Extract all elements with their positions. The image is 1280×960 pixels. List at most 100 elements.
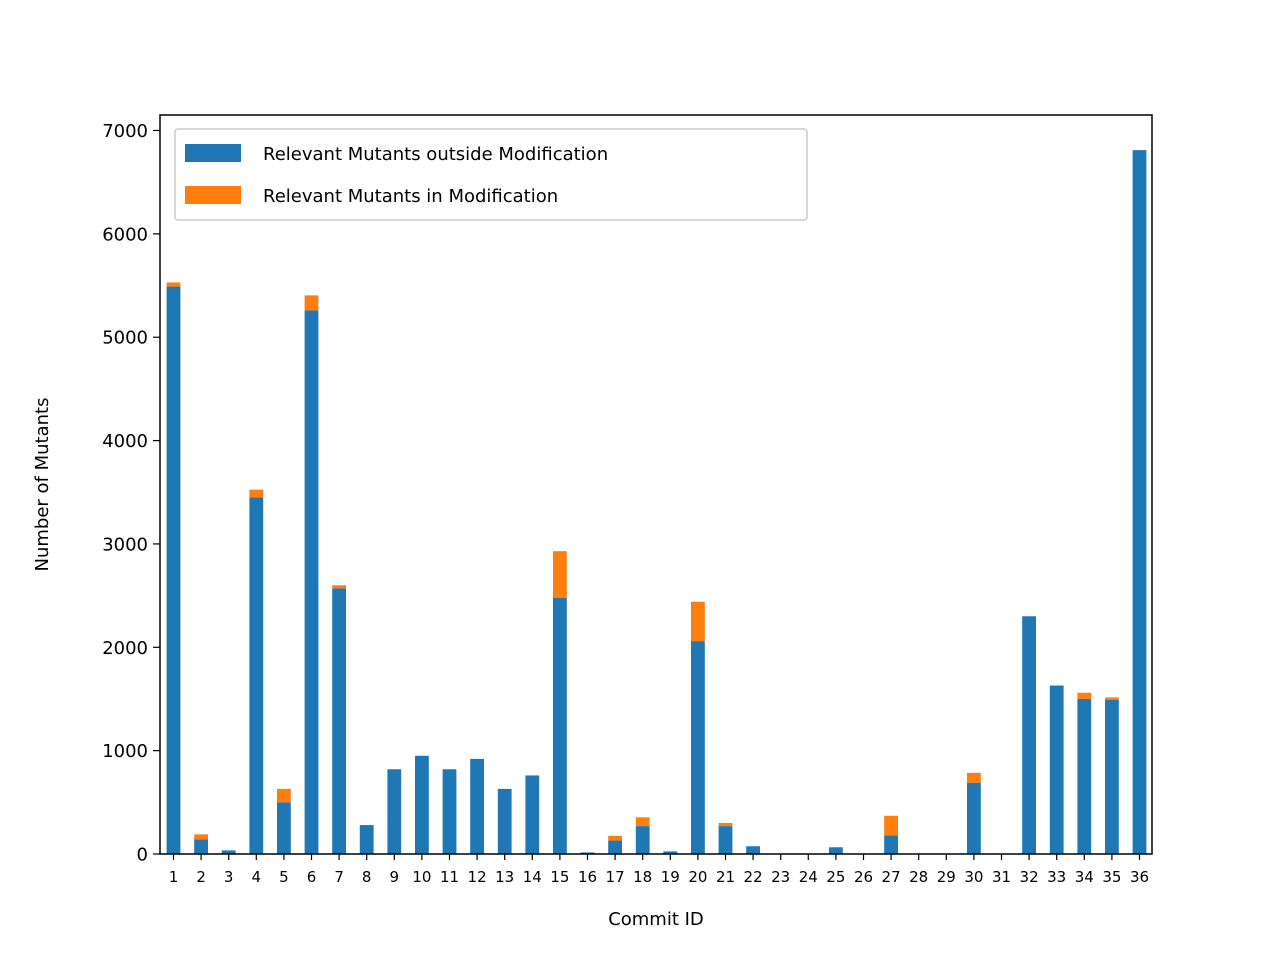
bar-15-series-0: [553, 597, 567, 854]
bar-34-series-0: [1077, 698, 1092, 854]
bar-27-series-1: [884, 815, 898, 836]
bar-7-series-1: [332, 585, 346, 589]
bar-35-series-1: [1105, 697, 1119, 700]
x-tick-label-12: 12: [468, 868, 487, 886]
bar-11-series-0: [442, 769, 457, 854]
bar-2-series-1: [194, 834, 208, 840]
bar-2-series-0: [194, 839, 208, 854]
x-tick-label-23: 23: [771, 868, 790, 886]
x-tick-label-17: 17: [606, 868, 625, 886]
bar-17-series-1: [608, 835, 622, 841]
bar-3-series-0: [221, 850, 236, 854]
x-tick-label-29: 29: [937, 868, 956, 886]
x-tick-label-18: 18: [633, 868, 652, 886]
x-tick-label-8: 8: [362, 868, 372, 886]
bar-8-series-0: [359, 825, 374, 854]
x-tick-label-27: 27: [882, 868, 901, 886]
x-tick-label-35: 35: [1102, 868, 1121, 886]
y-tick-label-7000: 7000: [102, 121, 148, 142]
x-tick-label-10: 10: [412, 868, 431, 886]
x-tick-label-28: 28: [909, 868, 928, 886]
x-tick-label-22: 22: [744, 868, 763, 886]
bar-27-series-0: [884, 835, 898, 854]
y-tick-label-4000: 4000: [102, 431, 148, 452]
legend-swatch-in-modification: [185, 186, 241, 204]
bar-14-series-0: [525, 775, 540, 854]
bar-12-series-0: [470, 758, 484, 854]
bar-15-series-1: [553, 551, 567, 598]
x-tick-label-14: 14: [523, 868, 542, 886]
x-tick-label-3: 3: [224, 868, 234, 886]
bar-16-series-0: [580, 852, 595, 854]
legend: Relevant Mutants outside Modification Re…: [174, 128, 808, 221]
y-tick-label-0: 0: [137, 845, 148, 866]
y-axis: 0 1000 2000 3000 4000 5000 6000 7000: [102, 121, 160, 866]
x-tick-label-9: 9: [390, 868, 400, 886]
x-tick-label-4: 4: [252, 868, 262, 886]
x-tick-label-6: 6: [307, 868, 317, 886]
bar-1-series-0: [166, 286, 181, 854]
bar-13-series-0: [497, 788, 512, 854]
bar-30-series-0: [967, 782, 981, 854]
bar-4-series-1: [249, 489, 264, 498]
bar-34-series-1: [1077, 692, 1092, 699]
x-tick-label-31: 31: [992, 868, 1011, 886]
bar-35-series-0: [1105, 700, 1119, 854]
x-tick-label-34: 34: [1075, 868, 1094, 886]
bar-17-series-0: [608, 840, 622, 854]
bar-33-series-0: [1049, 685, 1064, 854]
x-tick-label-26: 26: [854, 868, 873, 886]
x-tick-label-30: 30: [964, 868, 983, 886]
bar-32-series-0: [1022, 616, 1036, 854]
legend-box: [174, 128, 808, 221]
y-tick-label-3000: 3000: [102, 534, 148, 555]
bar-25-series-0: [829, 847, 843, 854]
legend-swatch-outside-modification: [185, 144, 241, 162]
bar-18-series-0: [635, 826, 650, 854]
bars: [166, 150, 1147, 855]
x-tick-label-36: 36: [1130, 868, 1149, 886]
bar-30-series-1: [967, 772, 981, 783]
bar-9-series-0: [387, 769, 402, 854]
bar-6-series-1: [304, 295, 319, 311]
y-tick-label-6000: 6000: [102, 224, 148, 245]
bar-4-series-0: [249, 497, 264, 854]
bar-5-series-1: [277, 788, 291, 803]
bar-21-series-1: [718, 822, 733, 827]
x-tick-label-1: 1: [169, 868, 179, 886]
bar-6-series-0: [304, 310, 319, 855]
bar-20-series-0: [691, 641, 705, 854]
x-tick-label-7: 7: [334, 868, 344, 886]
bar-22-series-0: [746, 846, 760, 854]
x-tick-label-15: 15: [550, 868, 569, 886]
y-tick-label-2000: 2000: [102, 638, 148, 659]
bar-20-series-1: [691, 601, 705, 642]
x-tick-label-16: 16: [578, 868, 597, 886]
x-tick-label-21: 21: [716, 868, 735, 886]
y-axis-label: Number of Mutants: [32, 398, 53, 572]
x-tick-label-20: 20: [688, 868, 707, 886]
y-tick-label-1000: 1000: [102, 741, 148, 762]
x-tick-label-2: 2: [196, 868, 206, 886]
bar-18-series-1: [635, 817, 650, 827]
x-tick-label-25: 25: [826, 868, 845, 886]
x-tick-label-33: 33: [1047, 868, 1066, 886]
bar-7-series-0: [332, 588, 346, 854]
y-tick-label-5000: 5000: [102, 328, 148, 349]
legend-label-outside-modification: Relevant Mutants outside Modification: [263, 144, 608, 165]
x-axis-label: Commit ID: [608, 909, 704, 930]
bar-5-series-0: [277, 802, 291, 854]
x-tick-label-13: 13: [495, 868, 514, 886]
bar-19-series-0: [663, 851, 678, 854]
x-tick-label-24: 24: [799, 868, 818, 886]
x-tick-label-32: 32: [1020, 868, 1039, 886]
bar-21-series-0: [718, 826, 733, 854]
bar-10-series-0: [415, 755, 429, 854]
bar-1-series-1: [166, 282, 181, 287]
x-axis: 1 2 3 4 5 6 7 8 9 10 11 12 13 14 15 16 17 18 19 20 21 22 23 24 2…: [169, 854, 1149, 886]
plot-frame: [159, 114, 1153, 855]
x-tick-label-5: 5: [279, 868, 289, 886]
legend-label-in-modification: Relevant Mutants in Modification: [263, 186, 558, 207]
x-tick-label-11: 11: [440, 868, 459, 886]
